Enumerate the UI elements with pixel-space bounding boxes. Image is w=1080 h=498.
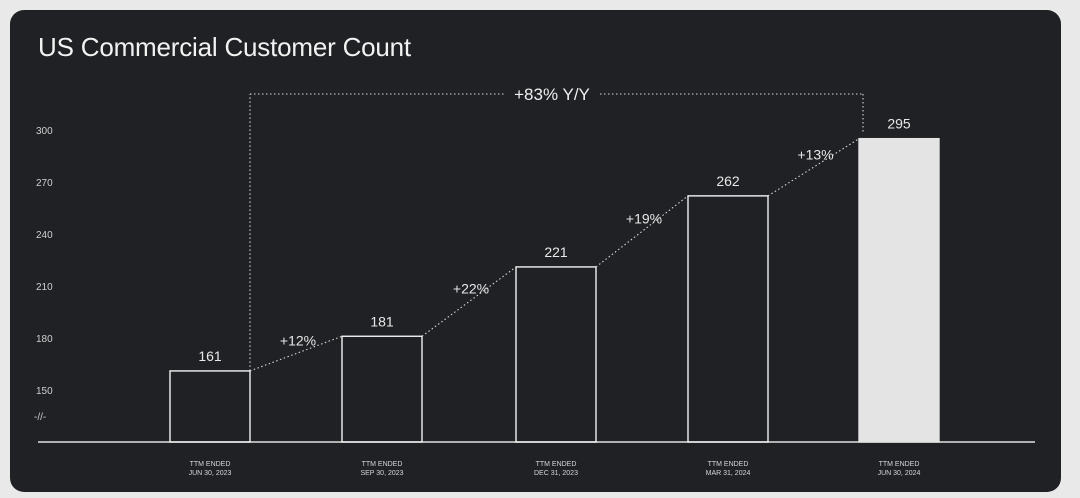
y-tick-label: 180 bbox=[36, 334, 53, 345]
chart-svg: 150 180 210 240 270 300 -//- 161 TTM ENDED JUN 30… bbox=[34, 85, 1035, 477]
y-tick-label: 150 bbox=[36, 386, 53, 397]
growth-label: +19% bbox=[626, 210, 662, 226]
x-tick-label: TTM ENDED bbox=[362, 461, 403, 468]
growth-label: +22% bbox=[453, 281, 489, 297]
chart-card: US Commercial Customer Count 150 180 210 24… bbox=[10, 10, 1061, 492]
x-tick-label: MAR 31, 2024 bbox=[706, 470, 751, 477]
y-tick-label: 240 bbox=[36, 230, 53, 241]
x-tick-label: TTM ENDED bbox=[536, 461, 577, 468]
growth-connector bbox=[595, 195, 689, 268]
x-tick-label: TTM ENDED bbox=[708, 461, 749, 468]
x-tick-label: SEP 30, 2023 bbox=[360, 470, 403, 477]
axis-break-label: -//- bbox=[34, 412, 46, 423]
bar bbox=[687, 195, 769, 443]
yoy-label: +83% Y/Y bbox=[514, 85, 590, 104]
x-tick-label: DEC 31, 2023 bbox=[534, 470, 578, 477]
x-tick-label: TTM ENDED bbox=[190, 461, 231, 468]
bar-value-label: 295 bbox=[887, 116, 911, 132]
y-tick-label: 270 bbox=[36, 178, 53, 189]
bar-value-label: 181 bbox=[370, 313, 394, 329]
chart-title: US Commercial Customer Count bbox=[38, 32, 411, 62]
growth-label: +12% bbox=[280, 333, 316, 349]
bar bbox=[858, 137, 940, 443]
y-tick-label: 210 bbox=[36, 282, 53, 293]
x-tick-label: TTM ENDED bbox=[879, 461, 920, 468]
bar bbox=[515, 266, 597, 443]
x-tick-label: JUN 30, 2023 bbox=[189, 470, 232, 477]
bar bbox=[341, 335, 423, 443]
x-tick-label: JUN 30, 2024 bbox=[878, 470, 921, 477]
bar-value-label: 262 bbox=[716, 173, 740, 189]
growth-connector bbox=[249, 335, 343, 372]
growth-connector bbox=[421, 266, 517, 337]
bar bbox=[169, 370, 251, 443]
bar-value-label: 221 bbox=[544, 244, 568, 260]
bar-value-label: 161 bbox=[198, 348, 222, 364]
growth-label: +13% bbox=[797, 146, 833, 162]
y-tick-label: 300 bbox=[36, 126, 53, 137]
